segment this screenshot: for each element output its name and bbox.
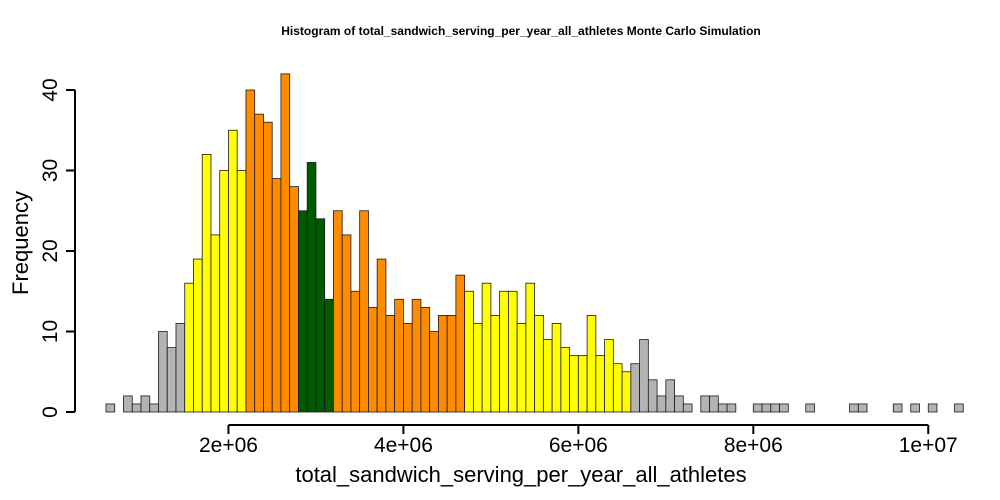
histogram-bar [166,347,177,413]
histogram-bar [954,403,964,413]
histogram-bar [201,153,212,413]
histogram-bar [726,403,737,413]
histogram-bar [315,218,326,413]
histogram-bar [123,395,133,413]
histogram-bar [805,403,815,413]
histogram-bar [499,290,509,413]
histogram-bar [140,395,151,413]
histogram-bar [184,282,194,413]
histogram-bar [612,363,623,413]
histogram-bar [481,282,492,413]
histogram-bar [131,403,142,413]
histogram-bar [228,129,238,413]
histogram-bar [857,403,868,413]
y-tick-label: 10 [39,320,62,343]
x-tick-label: 2e+06 [199,434,258,457]
histogram-bar [910,403,920,413]
histogram-bar [411,298,422,413]
histogram-bar [446,314,457,413]
histogram-bar [333,210,343,413]
x-tick-label: 4e+06 [374,434,433,457]
histogram-bar [630,363,640,413]
y-tick-label: 0 [39,406,62,418]
histogram-bar [350,290,361,413]
histogram-bar [158,331,168,413]
histogram-bar [709,395,719,413]
histogram-bar [595,355,605,413]
histogram-bar [717,403,728,413]
histogram-bar [219,170,229,413]
y-axis: 0 10 20 30 40 [39,78,76,418]
histogram-bar [892,403,903,413]
histogram-bar [647,379,658,413]
x-tick-label: 8e+06 [724,434,783,457]
histogram-bar [674,395,684,413]
histogram-bar [341,234,352,413]
histogram-bar [376,258,387,413]
histogram-bar [700,395,710,413]
histogram-bar [490,314,501,413]
histogram-bar [105,403,116,413]
histogram-bar [455,274,466,413]
histogram-bar [437,314,448,413]
histogram-bar [656,395,667,413]
histogram-bar [507,290,518,413]
histogram-bar [193,258,203,413]
histogram-bar [298,210,308,413]
histogram-bar [770,403,780,413]
histogram-bar [289,186,299,413]
histogram-bar [761,403,772,413]
y-tick-label: 40 [39,78,62,101]
histogram-bar [403,323,413,413]
histogram-bar [245,89,256,413]
chart-title: Histogram of total_sandwich_serving_per_… [281,24,760,38]
histogram-bar [359,210,369,413]
histogram-bar [752,403,763,413]
histogram-bar [779,403,789,413]
histogram-bar [385,314,396,413]
histogram-bar [280,73,291,413]
histogram-bar [849,403,859,413]
histogram-bar [472,323,483,413]
histogram-bar [236,170,247,413]
histogram-bar [420,306,431,413]
histogram-bar [551,323,562,413]
x-axis-label: total_sandwich_serving_per_year_all_athl… [295,462,746,487]
histogram-bar [368,306,378,413]
histogram-bars [105,73,964,413]
x-axis: 2e+06 4e+06 6e+06 8e+06 1e+07 [199,424,958,457]
histogram-bar [569,355,579,413]
x-tick-label: 1e+07 [899,434,958,457]
y-tick-label: 20 [39,239,62,262]
y-tick-label: 30 [39,159,62,182]
histogram-bar [665,379,675,413]
histogram-bar [149,403,159,413]
histogram-bar [604,339,614,413]
histogram-bar [175,323,186,413]
histogram-bar [263,121,273,413]
histogram-bar [577,355,588,413]
histogram-bar [560,347,571,413]
histogram-bar [464,290,474,413]
histogram-bar [621,371,632,413]
histogram-bar [271,178,282,413]
y-axis-label: Frequency [8,191,33,295]
histogram-bar [586,314,597,413]
histogram-bar [324,298,334,413]
histogram-bar [534,314,544,413]
histogram-bar [210,234,221,413]
histogram-bar [306,162,317,413]
histogram-bar [394,298,404,413]
histogram-bar [927,403,938,413]
histogram-bar [429,331,439,413]
histogram-bar [525,282,536,413]
histogram-bar [516,323,527,413]
histogram-bar [254,113,264,413]
x-tick-label: 6e+06 [549,434,608,457]
histogram-bar [542,339,553,413]
histogram-bar [682,403,693,413]
histogram-bar [639,339,649,413]
